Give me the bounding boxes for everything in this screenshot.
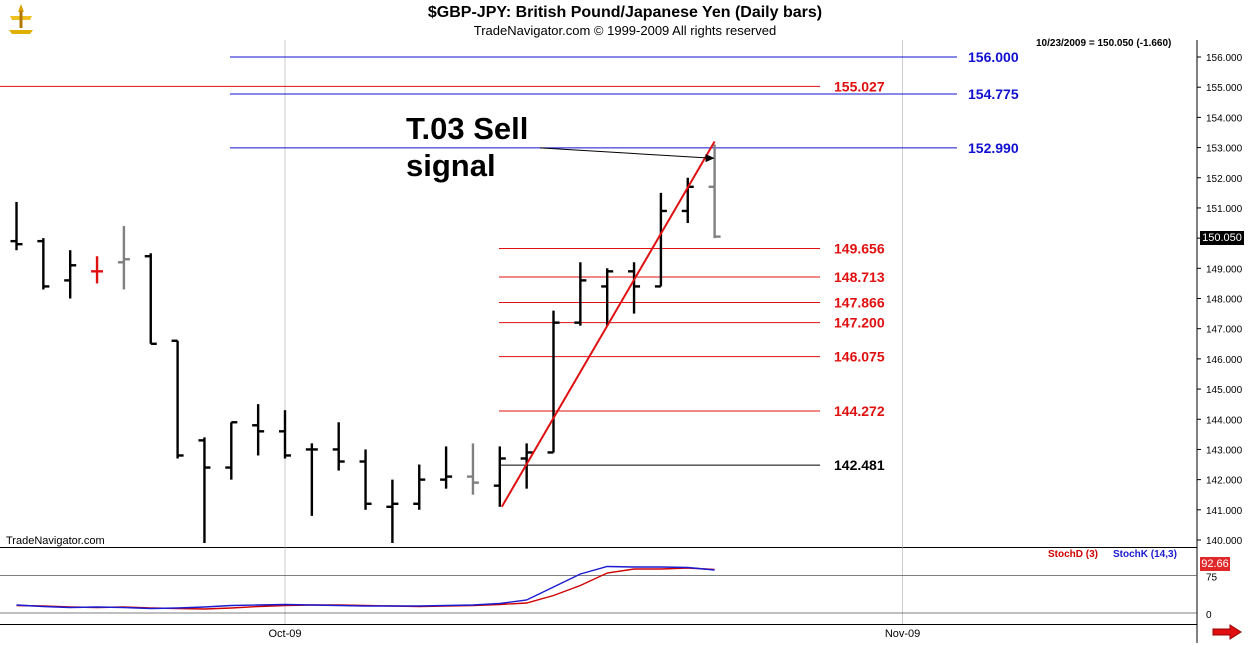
y-tick-label: 153.000 [1206,144,1243,155]
quote-readout: 10/23/2009 = 150.050 (-1.660) [1036,38,1172,49]
y-tick-label: 156.000 [1206,53,1243,64]
stochk-legend: StochK (14,3) [1113,549,1177,560]
x-tick-label: Nov-09 [885,628,920,640]
stoch-value-label: 92.66 [1200,557,1230,571]
y-tick-label: 152.000 [1206,174,1243,185]
level-label: 147.866 [834,295,885,311]
level-label: 144.272 [834,403,885,419]
stochk-line [16,565,715,610]
level-label: 156.000 [968,49,1019,65]
annotation-line-1: T.03 Sell [406,111,529,146]
y-tick-label: 149.000 [1206,264,1243,275]
chart-subtitle: TradeNavigator.com © 1999-2009 All right… [473,23,777,38]
chart-title: $GBP-JPY: British Pound/Japanese Yen (Da… [427,4,823,21]
x-tick-label: Oct-09 [268,628,301,640]
level-label: 142.481 [834,457,885,473]
stochd-legend: StochD (3) [1048,549,1098,560]
y-tick-label: 146.000 [1206,355,1243,366]
y-tick-label: 144.000 [1206,415,1243,426]
level-label: 148.713 [834,269,885,285]
y-tick-label: 154.000 [1206,113,1243,124]
credit-label: TradeNavigator.com [6,535,105,547]
y-tick-label: 141.000 [1206,506,1243,517]
level-label: 154.775 [968,86,1019,102]
trendline [500,141,716,508]
y-tick-label: 145.000 [1206,385,1243,396]
signal-arrow-head [705,154,715,163]
stoch-tick-0: 0 [1206,610,1212,621]
y-tick-label: 151.000 [1206,204,1243,215]
level-label: 146.075 [834,349,885,365]
tradenavigator-logo-icon [4,2,38,41]
y-tick-label: 148.000 [1206,295,1243,306]
signal-arrow-line [539,147,711,159]
annotation-line-2: signal [406,148,496,183]
sell-signal-annotation: T.03 Sell signal [406,110,528,184]
y-tick-label: 147.000 [1206,325,1243,336]
level-label: 149.656 [834,241,885,257]
y-tick-label: 140.000 [1206,536,1243,547]
scroll-right-arrow-icon[interactable] [1212,624,1242,645]
last-price-label: 150.050 [1200,231,1244,245]
stoch-tick-75: 75 [1206,573,1218,584]
level-label: 155.027 [834,78,885,94]
stochd-line [16,567,715,610]
level-label: 152.990 [968,140,1019,156]
y-tick-label: 142.000 [1206,476,1243,487]
y-tick-label: 143.000 [1206,445,1243,456]
level-label: 147.200 [834,315,885,331]
y-tick-label: 155.000 [1206,83,1243,94]
